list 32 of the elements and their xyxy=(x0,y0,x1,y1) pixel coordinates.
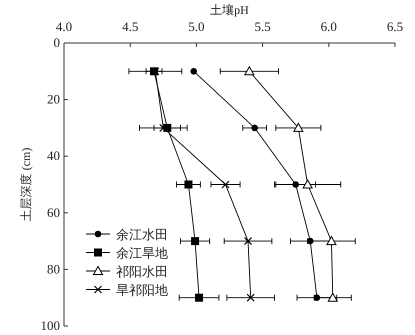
y-tick-label: 40 xyxy=(47,148,60,164)
point xyxy=(195,294,204,302)
y-tick-label: 60 xyxy=(47,204,60,220)
legend-label: 余江水田 xyxy=(116,227,168,242)
point xyxy=(302,180,313,188)
x-tick-label: 5.0 xyxy=(188,19,205,34)
point xyxy=(184,180,192,188)
x-tick-label: 5.5 xyxy=(254,19,271,34)
point xyxy=(251,124,258,132)
point xyxy=(191,237,200,246)
legend-label: 旱祁阳地 xyxy=(116,282,168,298)
x-tick-label: 6.5 xyxy=(386,19,404,34)
y-tick-label: 0 xyxy=(54,35,60,50)
y-tick-label: 20 xyxy=(47,92,60,107)
x-tick-label: 4.0 xyxy=(56,19,72,34)
x-tick-label: 6.0 xyxy=(320,19,337,34)
point xyxy=(244,66,254,76)
point xyxy=(221,180,230,189)
point xyxy=(244,237,252,246)
point xyxy=(190,68,198,75)
point xyxy=(328,292,338,302)
point xyxy=(293,122,304,132)
point xyxy=(159,124,168,132)
legend-label: 余江旱地 xyxy=(116,246,168,260)
point xyxy=(246,294,255,302)
legend-label: 祁阳水田 xyxy=(116,264,168,279)
point xyxy=(326,236,336,246)
x-tick-label: 4.5 xyxy=(122,19,138,34)
y-tick-label: 100 xyxy=(40,318,60,333)
y-axis-title: 土层深度 (cm) xyxy=(19,148,33,222)
x-axis-title: 土壤pH xyxy=(210,3,250,17)
y-tick-label: 80 xyxy=(47,261,60,276)
